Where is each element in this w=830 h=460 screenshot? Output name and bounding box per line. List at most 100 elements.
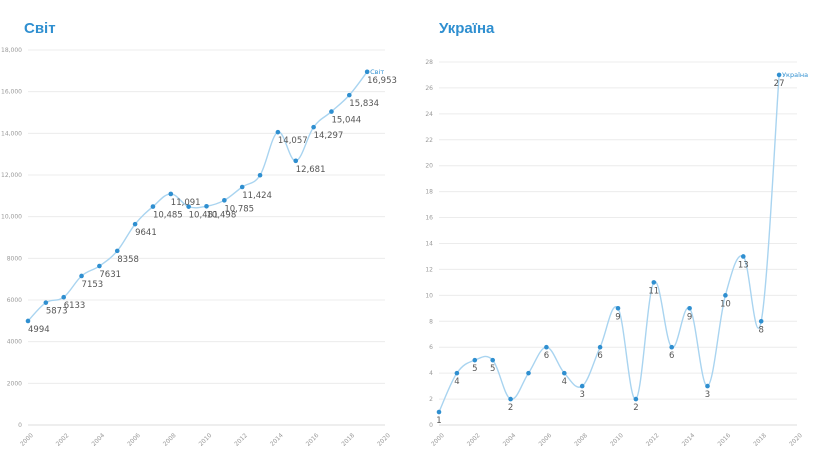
ukraine-chart-panel: Україна 0 2 4 6 8 10 12 14 16 18 20 22 24 26 28 2000 200… <box>415 0 830 460</box>
data-label: 10,498 <box>207 210 237 220</box>
data-point <box>168 191 174 197</box>
y-tick-label: 20 <box>425 163 433 170</box>
data-point <box>150 204 156 209</box>
data-label: 12,681 <box>296 165 326 175</box>
y-tick-label: 10 <box>425 292 433 299</box>
data-point <box>239 184 245 190</box>
x-tick-label: 2006 <box>537 432 553 448</box>
data-point <box>204 203 209 209</box>
series <box>436 72 782 415</box>
data-point <box>347 92 352 98</box>
y-tick-label: 16,000 <box>1 89 22 96</box>
series-name-label: Світ <box>370 68 384 76</box>
data-point <box>526 370 531 376</box>
data-point <box>508 396 513 402</box>
data-label: 27 <box>774 79 785 89</box>
data-label: 5873 <box>46 307 68 317</box>
data-point <box>776 72 782 78</box>
series-line <box>27 71 368 322</box>
data-label: 5 <box>490 364 495 374</box>
x-tick-label: 2018 <box>340 432 356 448</box>
data-label: 10,485 <box>153 211 183 221</box>
data-label: 6133 <box>64 301 86 311</box>
data-point <box>79 273 84 279</box>
data-label: 13 <box>738 260 749 270</box>
data-label: 5 <box>472 364 477 374</box>
data-point <box>633 396 639 402</box>
data-label: 4 <box>454 377 459 387</box>
data-point <box>436 409 442 415</box>
data-label: 11,424 <box>242 191 272 201</box>
data-label: 15,834 <box>349 99 379 109</box>
world-chart-panel: Світ 0 2000 4000 6000 8000 10,000 12,000 14,000… <box>1 20 397 448</box>
grid <box>28 49 385 426</box>
x-tick-label: 2010 <box>609 432 625 448</box>
data-point <box>61 294 66 300</box>
data-point <box>97 263 102 269</box>
data-point <box>579 383 585 389</box>
data-point <box>275 129 281 135</box>
y-tick-label: 2000 <box>7 380 22 387</box>
data-label: 2 <box>508 403 513 413</box>
data-label: 16,953 <box>367 76 397 86</box>
data-label: 9 <box>687 312 692 322</box>
data-label: 10,481 <box>189 211 219 221</box>
data-label: 11,091 <box>171 198 201 208</box>
y-tick-label: 18,000 <box>1 47 22 54</box>
y-tick-label: 18 <box>425 189 433 196</box>
y-tick-label: 28 <box>425 59 433 66</box>
data-point <box>723 293 728 298</box>
y-tick-label: 0 <box>429 422 433 429</box>
data-label: 6 <box>669 351 674 361</box>
data-point <box>132 221 138 227</box>
y-tick-label: 4 <box>429 370 433 377</box>
series-name-label: Україна <box>782 71 808 79</box>
data-point <box>472 357 478 363</box>
data-label: 2 <box>633 403 638 413</box>
data-label: 3 <box>579 390 584 400</box>
x-tick-label: 2016 <box>716 432 732 448</box>
y-tick-label: 8 <box>429 318 433 325</box>
y-tick-label: 4000 <box>7 339 22 346</box>
data-point <box>544 344 549 350</box>
world-line-chart: 0 2000 4000 6000 8000 10,000 12,000 14,000 16,00… <box>1 47 397 448</box>
data-label: 1 <box>436 416 441 426</box>
data-point <box>687 306 692 311</box>
data-point <box>705 383 710 389</box>
y-tick-label: 10,000 <box>1 214 22 221</box>
data-label: 7631 <box>99 270 121 280</box>
data-point <box>669 344 674 350</box>
data-label: 10 <box>720 299 731 309</box>
x-tick-label: 2020 <box>376 432 392 448</box>
data-point <box>597 344 603 350</box>
data-point <box>454 370 460 376</box>
data-label: 3 <box>705 390 710 400</box>
data-label: 15,044 <box>331 116 361 126</box>
data-label: 9 <box>615 312 620 322</box>
data-label: 8358 <box>117 255 139 265</box>
data-label: 6 <box>544 351 549 361</box>
y-tick-label: 14,000 <box>1 130 22 137</box>
y-tick-label: 12,000 <box>1 172 22 179</box>
data-label: 6 <box>597 351 602 361</box>
series <box>25 69 370 324</box>
data-label: 4 <box>562 377 567 387</box>
data-point <box>293 158 299 164</box>
x-tick-label: 2004 <box>90 432 106 448</box>
data-point <box>186 204 191 209</box>
x-tick-label: 2012 <box>233 432 249 448</box>
x-tick-label: 2008 <box>162 432 178 448</box>
y-tick-label: 6000 <box>7 297 22 304</box>
data-label: 14,057 <box>278 136 308 146</box>
data-label: 9641 <box>135 228 157 238</box>
data-point <box>651 280 657 285</box>
data-point <box>741 254 746 259</box>
data-label: 8 <box>758 325 763 335</box>
x-tick-label: 2000 <box>19 432 35 448</box>
data-point <box>758 318 764 324</box>
data-point <box>490 357 495 363</box>
data-label: 10,785 <box>224 204 254 214</box>
x-tick-label: 2018 <box>752 432 768 448</box>
